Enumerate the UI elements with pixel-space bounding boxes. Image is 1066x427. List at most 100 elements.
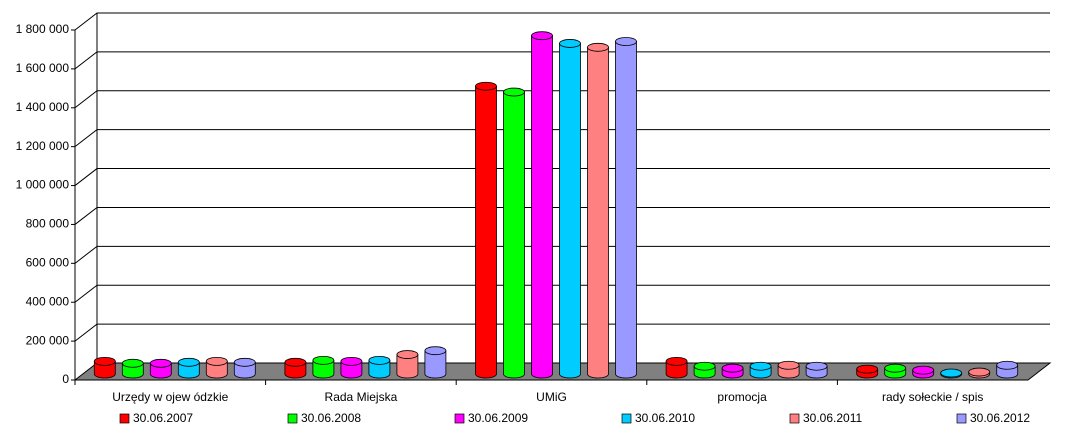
bar-top (475, 81, 497, 91)
bar-top (503, 87, 525, 97)
bar-top (777, 360, 800, 370)
bar-body (233, 361, 256, 379)
legend-swatch (287, 413, 298, 424)
bar (884, 363, 907, 379)
bar-body (503, 91, 525, 379)
bar (912, 365, 935, 379)
bar-top (93, 356, 116, 366)
y-tick-label: 400 000 (26, 294, 70, 308)
bar-top (884, 363, 907, 373)
grid-line (74, 323, 1050, 342)
y-tick-label: 800 000 (26, 217, 70, 231)
legend-label: 30.06.2007 (133, 411, 193, 425)
bar-body (340, 360, 363, 379)
bar-body (396, 354, 419, 379)
bar (940, 368, 963, 379)
bar-top (693, 361, 716, 371)
bar (149, 358, 172, 379)
legend-swatch (621, 413, 632, 424)
bar-top (284, 357, 307, 367)
bar-top (805, 361, 828, 371)
bar-top (368, 355, 391, 365)
bar-body (665, 360, 688, 379)
bar (615, 37, 637, 379)
bar-body (424, 350, 447, 379)
bar-top (340, 356, 363, 366)
y-tick-label: 200 000 (26, 333, 70, 347)
bar (777, 360, 800, 379)
bar-body (284, 361, 307, 379)
grid-line (74, 12, 1050, 31)
y-tick-label: 1 400 000 (16, 100, 70, 114)
bar (177, 357, 200, 379)
y-tick-label: 1 000 000 (16, 178, 70, 192)
bar-top (205, 356, 228, 366)
bar-body (587, 46, 609, 379)
bar-top (149, 358, 172, 368)
legend-label: 30.06.2008 (301, 411, 361, 425)
bar-body (177, 361, 200, 379)
bar-body (475, 85, 497, 379)
legend-label: 30.06.2009 (468, 411, 528, 425)
bar (503, 87, 525, 379)
bar (312, 355, 335, 379)
grid-line (74, 129, 1050, 148)
bar-top (177, 357, 200, 367)
grid-line (74, 51, 1050, 70)
bar (121, 358, 144, 379)
bar-top (996, 360, 1019, 370)
grid-line (74, 90, 1050, 109)
bar-top (912, 365, 935, 375)
bar (559, 39, 581, 379)
legend-swatch (789, 413, 800, 424)
bar-body (312, 359, 335, 379)
bar (996, 360, 1019, 379)
grid-line (74, 206, 1050, 225)
y-tick-label: 0 (62, 372, 69, 386)
bar (340, 356, 363, 379)
bar-body (93, 360, 116, 379)
bar (587, 42, 609, 379)
grid-line (74, 245, 1050, 264)
bar-top (721, 363, 744, 373)
bar-top (559, 39, 581, 48)
bar-top (749, 361, 772, 371)
x-tick-label: UMiG (536, 390, 567, 404)
x-tick-label: rady sołeckie / spis (882, 390, 983, 404)
bar (424, 346, 447, 379)
bar (284, 357, 307, 379)
legend-label: 30.06.2011 (803, 411, 862, 425)
bar-body (615, 41, 637, 379)
bar (205, 356, 228, 379)
y-tick-label: 1 800 000 (16, 22, 70, 36)
x-tick-label: Urzędy w ojew ódzkie (112, 390, 228, 404)
bar (396, 350, 419, 379)
bar-top (615, 37, 637, 46)
bar-top (312, 355, 335, 365)
bar (856, 364, 879, 379)
y-tick-label: 1 600 000 (16, 61, 70, 75)
bar-top (531, 31, 553, 41)
legend-label: 30.06.2012 (970, 411, 1030, 425)
grid-line (74, 284, 1050, 303)
bar (233, 357, 256, 379)
bar-top (587, 42, 609, 52)
legend-swatch (956, 413, 967, 424)
bar-top (396, 350, 419, 359)
bar-body (531, 35, 553, 379)
bar (531, 31, 553, 379)
bar-body (559, 43, 581, 379)
bar (93, 356, 116, 379)
x-tick-label: promocja (717, 390, 767, 404)
bar-top (856, 364, 879, 374)
legend-swatch (119, 413, 130, 424)
bar (665, 356, 688, 379)
bar (968, 367, 991, 379)
bar-body (368, 359, 391, 379)
bar-top (121, 358, 144, 368)
bar (749, 361, 772, 379)
bar-top (233, 357, 256, 367)
bar (693, 361, 716, 379)
bar-top (665, 356, 688, 366)
